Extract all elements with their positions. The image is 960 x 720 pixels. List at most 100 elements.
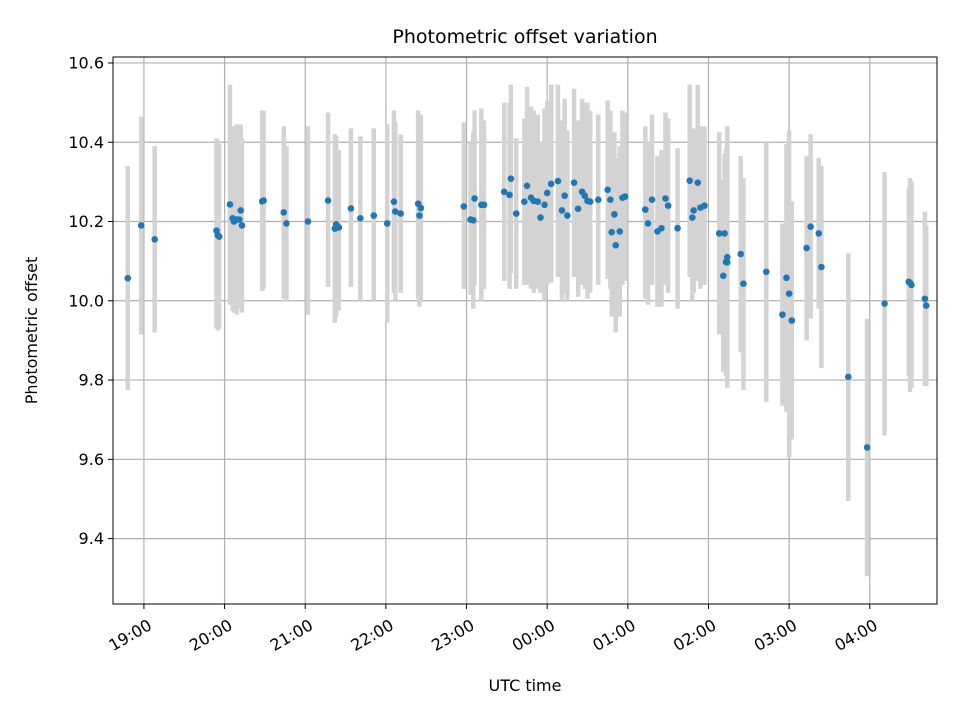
data-point: [815, 230, 823, 237]
data-point: [151, 236, 158, 243]
y-tick-label: 10.4: [68, 133, 104, 152]
data-point: [803, 244, 810, 252]
plot-frame: [112, 56, 938, 605]
data-point: [863, 444, 871, 451]
data-point: [807, 223, 814, 230]
data-point: [689, 214, 696, 221]
data-point: [642, 206, 649, 213]
data-point: [460, 203, 468, 210]
data-point: [921, 295, 929, 303]
data-point: [648, 196, 656, 203]
data-point: [724, 259, 731, 266]
data-point: [783, 274, 790, 282]
data-points: [124, 175, 930, 451]
y-axis: 9.4 9.6 9.8 10.0 10.2 10.4 10.6: [68, 54, 113, 548]
data-point: [534, 198, 542, 205]
data-point: [397, 210, 404, 217]
y-axis-label: Photometric offset: [22, 257, 41, 405]
data-point: [581, 192, 589, 200]
data-point: [762, 268, 770, 276]
data-point: [391, 208, 399, 215]
data-point: [570, 179, 578, 186]
data-point: [280, 209, 288, 216]
data-point: [658, 224, 665, 232]
data-point: [547, 180, 555, 188]
data-point: [469, 217, 477, 224]
x-axis-label: UTC time: [489, 676, 562, 695]
data-point: [644, 220, 652, 227]
data-point: [785, 290, 793, 297]
y-tick-label: 9.4: [79, 529, 104, 548]
data-point: [324, 197, 332, 204]
data-point: [574, 205, 582, 213]
data-point: [238, 222, 246, 229]
data-point: [844, 373, 852, 381]
data-point: [694, 179, 702, 186]
data-point: [621, 193, 629, 200]
data-point: [507, 175, 515, 182]
data-point: [236, 216, 243, 223]
data-point: [611, 211, 618, 218]
data-point: [561, 192, 568, 200]
data-point: [612, 241, 620, 249]
data-point: [370, 212, 378, 219]
data-point: [523, 182, 531, 190]
data-point: [788, 317, 796, 324]
y-tick-label: 10.6: [68, 54, 104, 73]
data-point: [740, 280, 747, 288]
data-point: [480, 201, 488, 209]
data-point: [662, 195, 669, 202]
data-point: [724, 253, 731, 261]
data-point: [500, 188, 508, 196]
data-point: [506, 191, 513, 199]
data-point: [881, 300, 888, 307]
data-point: [283, 220, 290, 227]
data-point: [215, 233, 223, 240]
data-point: [608, 228, 616, 236]
data-point: [347, 205, 355, 212]
data-point: [701, 202, 708, 209]
data-point: [554, 177, 562, 185]
data-point: [715, 230, 723, 237]
data-point: [383, 220, 391, 227]
data-point: [586, 198, 594, 205]
data-point: [471, 195, 478, 202]
y-tick-label: 9.6: [79, 450, 104, 469]
data-point: [226, 201, 234, 208]
data-point: [521, 198, 528, 205]
data-point: [390, 198, 398, 205]
data-point: [818, 263, 825, 271]
data-point: [541, 201, 548, 209]
data-point: [416, 212, 423, 219]
data-point: [616, 228, 624, 235]
data-point: [512, 210, 520, 217]
y-tick-label: 10.2: [68, 212, 104, 231]
data-point: [304, 218, 312, 225]
data-point: [607, 196, 614, 203]
data-point: [357, 215, 364, 222]
chart-title: Photometric offset variation: [392, 26, 657, 48]
data-point: [721, 230, 728, 237]
data-point: [908, 281, 915, 289]
data-point: [417, 204, 425, 212]
data-point: [674, 224, 681, 232]
y-tick-label: 10.0: [68, 291, 104, 310]
data-point: [558, 207, 566, 214]
data-point: [260, 197, 267, 204]
data-point: [594, 196, 602, 203]
y-tick-label: 9.8: [79, 371, 104, 390]
data-point: [664, 202, 672, 209]
data-point: [719, 272, 727, 280]
data-point: [737, 250, 745, 258]
data-point: [543, 189, 551, 197]
data-point: [922, 302, 930, 309]
data-point: [537, 214, 544, 221]
data-point: [237, 207, 244, 214]
data-point: [335, 224, 343, 231]
data-point: [686, 177, 693, 184]
data-point: [124, 274, 132, 282]
data-point: [690, 207, 697, 214]
data-point: [779, 311, 786, 318]
data-point: [604, 186, 611, 194]
